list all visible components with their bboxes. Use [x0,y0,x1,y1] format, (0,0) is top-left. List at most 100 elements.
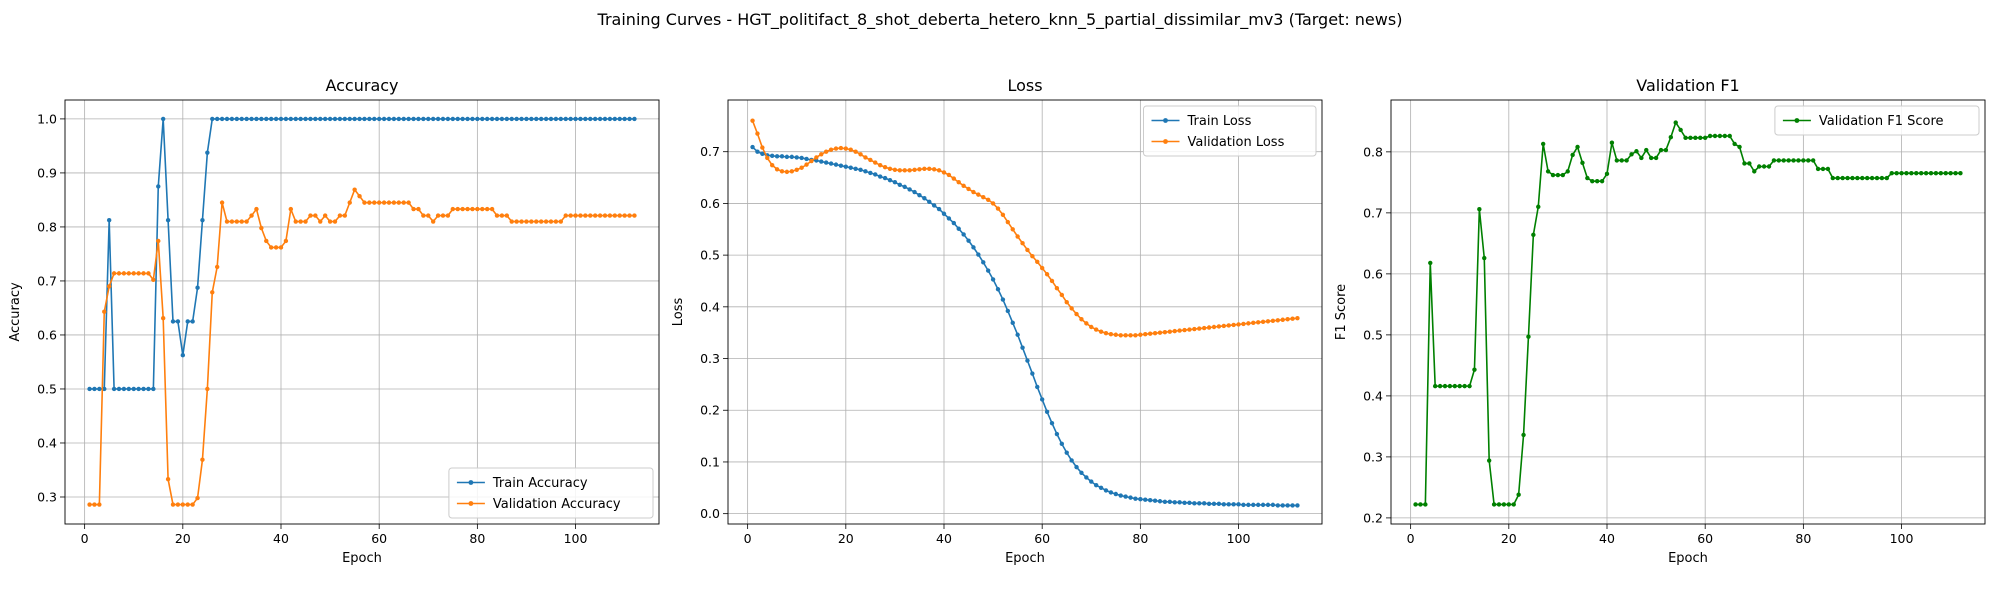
chart-3-series-1-point [1648,155,1654,161]
chart-3-series-1-point [1958,171,1963,176]
chart-2-series-1-point [1079,470,1084,476]
chart-1-series-1-point [190,319,195,324]
chart-1-series-2-point [465,206,470,212]
chart-2-series-1-point [1084,475,1089,480]
chart-3-series-1-point [1604,171,1610,177]
chart-3-series-1-point [1766,164,1772,169]
chart-3-series-1-point [1850,175,1855,181]
chart-2-series-1-point [1000,297,1006,302]
chart-2-series-2-point [995,206,1001,211]
chart-3-series-1-point [1639,155,1644,161]
chart-1-series-1-point [396,116,402,122]
chart-1-series-1-point [509,116,514,122]
chart-2-y-tick-label: 0.6 [700,196,720,211]
chart-2-series-2 [750,118,1300,338]
chart-2-y-axis-label: Loss [671,298,686,327]
chart-2-series-2-point [1241,321,1246,327]
chart-2-series-2-point [1035,259,1040,265]
chart-2-series-1-point [1152,498,1158,503]
chart-1-series-1 [87,116,637,392]
chart-3-series-1-point [1462,383,1467,389]
chart-2-series-2-point [1054,286,1060,291]
chart-2-series-2-point [927,166,932,171]
chart-3-series-1-point [1938,171,1944,176]
chart-2-series-2-point [976,192,981,197]
chart-2-series-2-point [1089,324,1094,330]
chart-1-series-1-point [239,116,244,122]
chart-2-series-2-point [1030,253,1035,259]
chart-1-series-2-point [268,245,274,250]
chart-1-series-2-point [165,476,171,482]
chart-2-series-2-point [887,166,893,171]
chart-1-series-1-point [195,285,200,290]
chart-1-series-2-point [435,213,441,218]
chart-3-x-tick-label: 60 [1697,531,1713,546]
chart-1-series-2-point [455,206,460,212]
chart-1-series-2-point [632,213,637,218]
chart-2-y-tick-label: 0.7 [700,144,720,159]
chart-1-series-2-point [264,238,269,244]
chart-3-series-1-point [1442,383,1448,389]
chart-2-series-1-point [1015,332,1020,337]
chart-3-series-1-point [1737,144,1742,150]
chart-1-series-2-point [563,213,568,218]
chart-2-series-2-point [1251,320,1256,326]
chart-1-series-2-point [470,206,475,212]
chart-3-series-1-point [1889,171,1894,176]
chart-1-series-1-point [165,217,171,223]
chart-1-series-1-point [470,116,475,122]
chart-1-series-2-point [376,200,382,205]
chart-2-series-1-point [981,260,986,265]
chart-1-series-2-point [303,219,308,224]
chart-2-series-1-point [917,192,922,198]
chart-1-series-1-point [391,116,397,122]
chart-2-series-2-point [1187,327,1192,332]
chart-1-y-tick-label: 1.0 [37,111,57,126]
chart-1-series-1-point [288,116,294,122]
chart-1-y-tick-label: 0.3 [37,489,57,504]
chart-1-series-2-point [543,219,549,224]
chart-2-series-2-point [917,167,922,172]
chart-1-series-1-point [160,116,166,122]
chart-3-series-1-point [1732,141,1737,147]
chart-1-series-1-point [170,319,176,324]
chart-1-series-2-point [519,219,524,224]
chart-2-x-tick-label: 80 [1132,531,1148,546]
chart-1-series-2-point [347,200,352,205]
chart-1-series-1-line [89,118,635,390]
chart-3-series-1-point [1575,144,1580,150]
chart-2-series-1-point [848,165,853,170]
chart-2-series-2-point [1260,319,1266,325]
chart-1-series-1-point [597,116,603,122]
chart-3-series-1-point [1428,260,1433,266]
chart-1-series-2-point [180,502,186,507]
chart-3-series-1-point [1540,141,1546,147]
chart-3-series-1-point [1570,152,1575,158]
chart-1-series-1-point [543,116,549,122]
chart-1-y-tick-label: 0.5 [37,381,57,396]
chart-2-series-1-point [779,154,785,159]
chart-2-x-tick-label: 60 [1034,531,1050,546]
chart-2-series-1-point [1206,501,1212,507]
chart-1-series-2-point [362,200,367,205]
chart-1-series-2-point [445,213,451,218]
chart-2-series-2-point [760,145,765,150]
chart-1-series-1-point [210,116,215,122]
chart-2-series-1-point [1241,502,1246,508]
chart-2-x-axis-label: Epoch [1005,551,1045,566]
chart-3-series-1-point [1496,502,1502,507]
chart-1-legend-box [448,467,654,519]
chart-1-series-2-point [489,206,495,212]
chart-2-series-2-point [1197,326,1202,331]
chart-1-series-2-point [406,200,411,205]
chart-2-series-1-point [769,153,775,159]
chart-3-series-1-point [1830,175,1836,181]
chart-2-series-1-point [1216,501,1222,507]
chart-2-series-1-point [877,174,883,179]
chart-1-series-1-point [273,116,279,122]
chart-2-series-1-point [774,154,780,159]
chart-2: 0 20 40 60 80 100 0.0 0.1 0.2 0.3 0.4 0.5 0.6 0.7 Loss… [671,76,1323,566]
chart-1-series-1-point [87,386,92,392]
chart-2-series-1-point [1221,502,1227,507]
chart-3-series-1-point [1599,178,1605,184]
